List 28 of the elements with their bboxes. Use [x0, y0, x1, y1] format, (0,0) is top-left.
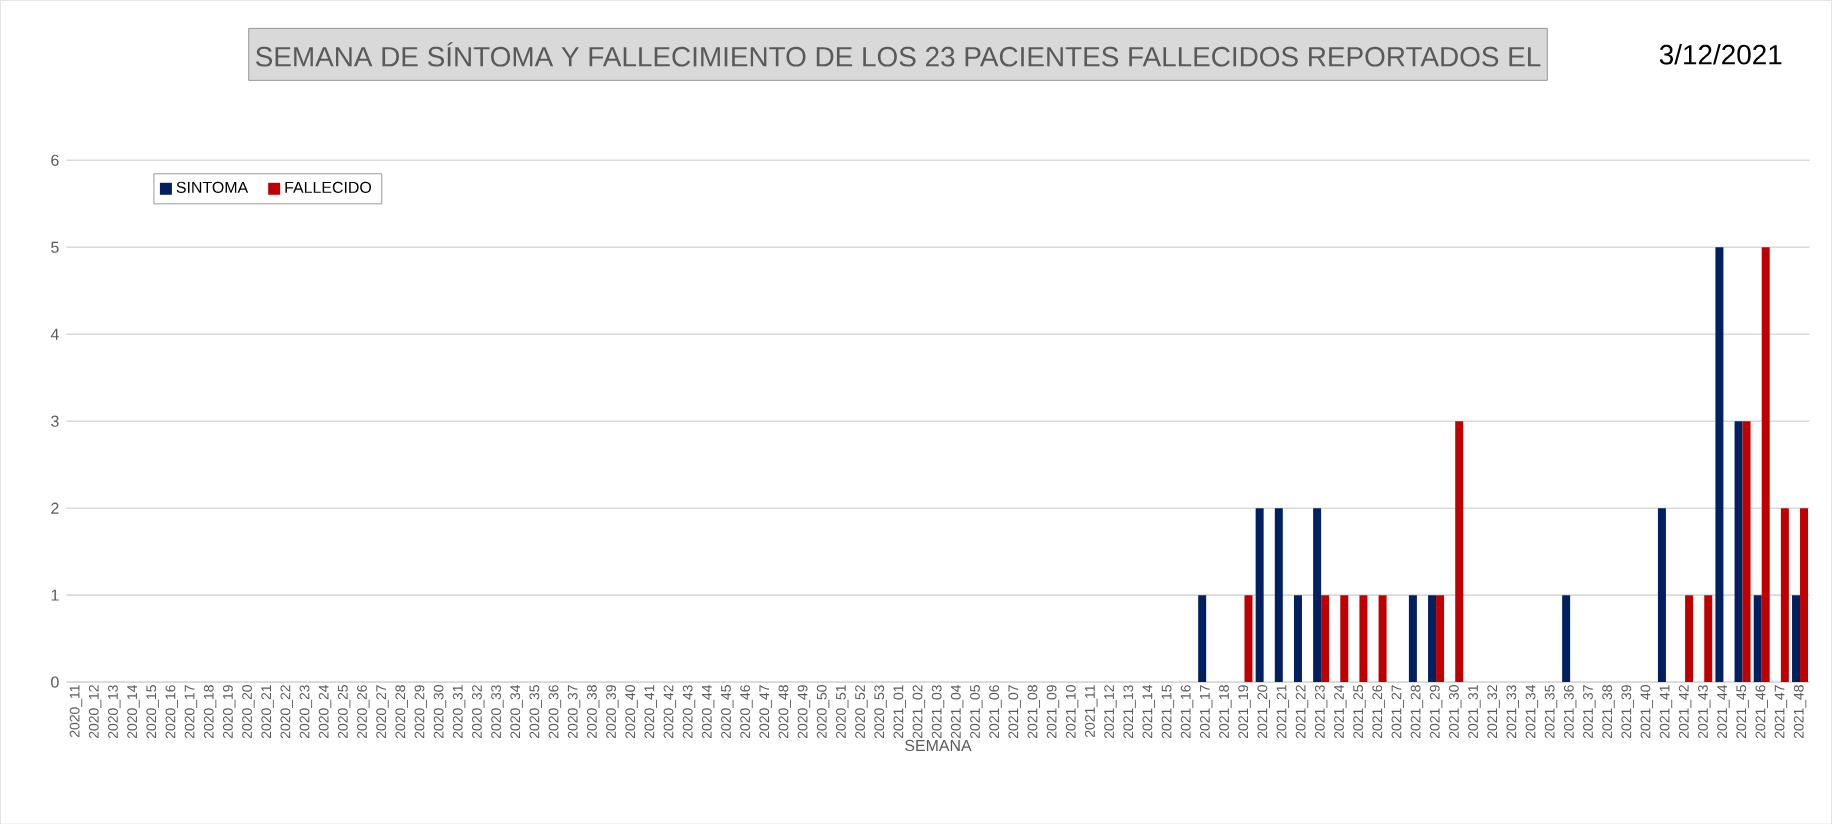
bar: [1753, 594, 1762, 682]
bar: [1715, 247, 1724, 682]
bar: [1408, 594, 1417, 682]
bar: [1198, 594, 1207, 682]
chart-subtitle: 3/12/2021: [1659, 43, 1782, 65]
bar: [1657, 507, 1666, 682]
bar: [1761, 247, 1770, 682]
bar: [1359, 594, 1368, 682]
bar: [1800, 507, 1809, 682]
bar: [1685, 594, 1694, 682]
bar: [1792, 594, 1801, 682]
bar: [1742, 420, 1751, 682]
bar: [1340, 594, 1349, 682]
bar: [1378, 594, 1387, 682]
bar: [1313, 507, 1322, 682]
bar: [1255, 507, 1264, 682]
chart-title: SEMANA DE SÍNTOMA Y FALLECIMIENTO DE LOS 23 PACIENTES FALLECIDOS REPORTADOS EL: [255, 41, 1541, 67]
bar: [1704, 594, 1713, 682]
bar: [1780, 507, 1789, 682]
bar: [1244, 594, 1253, 682]
bar: [1293, 594, 1302, 682]
bar: [1274, 507, 1283, 682]
bar: [1562, 594, 1571, 682]
bar: [1428, 594, 1437, 682]
bar: [1321, 594, 1330, 682]
bar: [1455, 420, 1464, 682]
bar: [1436, 594, 1445, 682]
bar: [1734, 420, 1743, 682]
